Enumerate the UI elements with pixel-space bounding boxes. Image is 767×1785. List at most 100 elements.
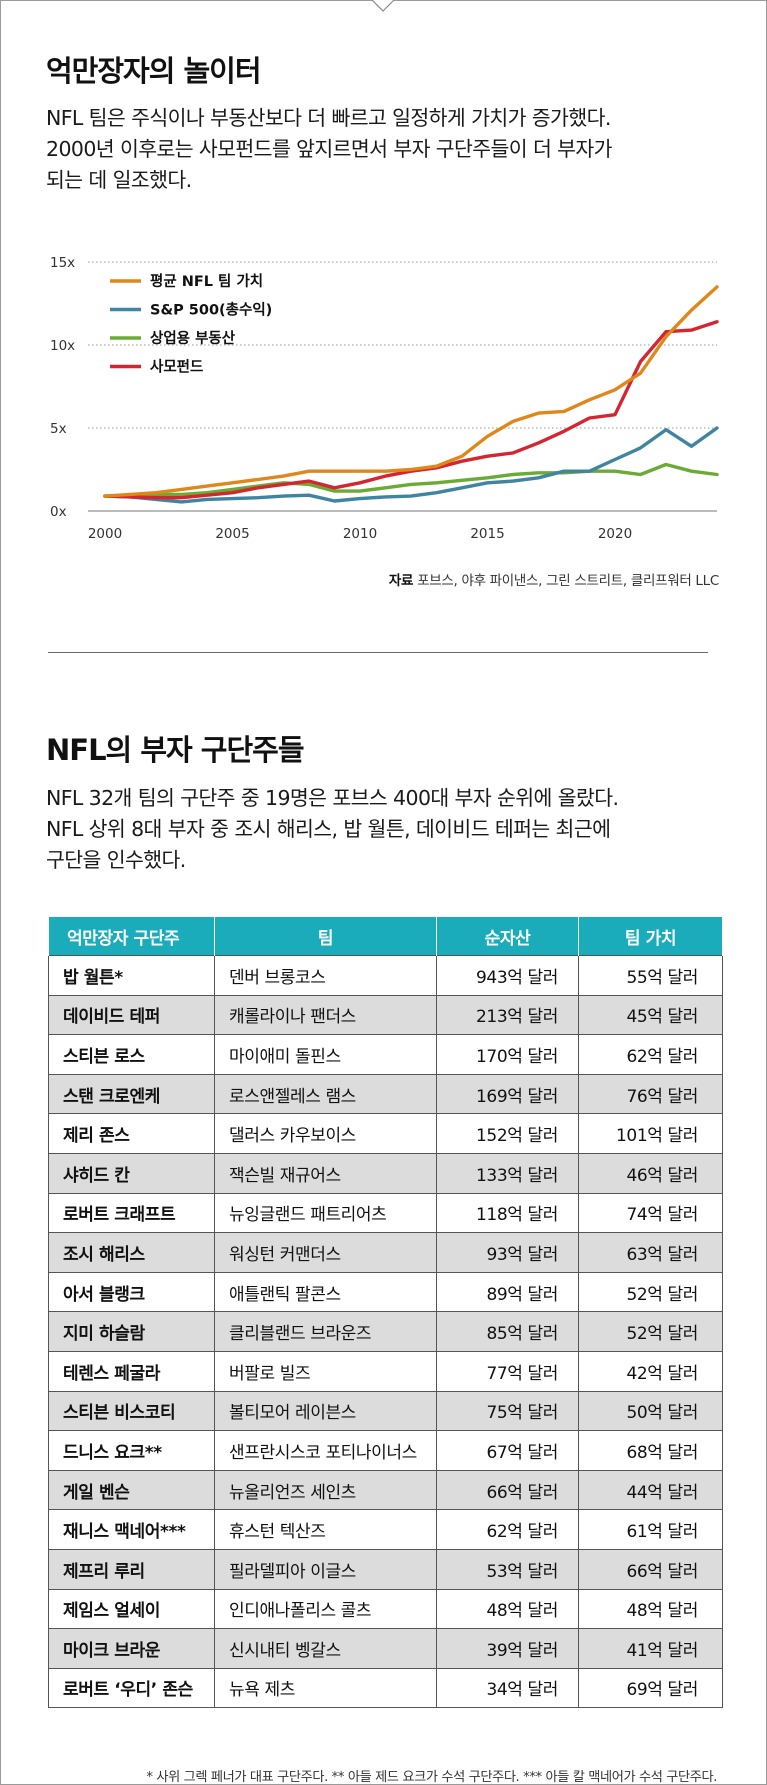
table-row: 제프리 루리 필라델피아 이글스 53억 달러 66억 달러 bbox=[48, 1548, 723, 1590]
net-worth-cell: 48억 달러 bbox=[436, 1588, 579, 1630]
legend-label: 상업용 부동산 bbox=[150, 330, 236, 347]
net-worth-cell: 34억 달러 bbox=[436, 1667, 579, 1709]
source-text: 포브스, 야후 파이낸스, 그린 스트리트, 클리프워터 LLC bbox=[417, 573, 719, 589]
table-row: 재니스 맥네어*** 휴스턴 텍산즈 62억 달러 61억 달러 bbox=[48, 1509, 723, 1550]
net-worth-cell: 170억 달러 bbox=[436, 1034, 579, 1075]
team-cell: 댈러스 카우보이스 bbox=[214, 1113, 437, 1154]
net-worth-cell: 213억 달러 bbox=[436, 994, 579, 1036]
owner-cell: 제리 존스 bbox=[48, 1113, 215, 1154]
owner-cell: 테렌스 페굴라 bbox=[48, 1350, 215, 1392]
team-cell: 캐롤라이나 팬더스 bbox=[214, 994, 437, 1036]
y-tick-label: 10x bbox=[50, 338, 75, 354]
net-worth-cell: 53억 달러 bbox=[436, 1548, 579, 1590]
team-value-cell: 48억 달러 bbox=[578, 1588, 723, 1630]
team-value-cell: 45억 달러 bbox=[578, 994, 723, 1036]
table-row: 데이비드 테퍼 캐롤라이나 팬더스 213억 달러 45억 달러 bbox=[48, 994, 723, 1036]
section2-lead: NFL 32개 팀의 구단주 중 19명은 포브스 400대 부자 순위에 올랐… bbox=[46, 783, 736, 876]
x-tick-label: 2015 bbox=[470, 526, 504, 540]
footnote: * 사위 그렉 페너가 대표 구단주다. ** 아들 제드 요크가 수석 구단주… bbox=[146, 1770, 717, 1785]
net-worth-cell: 89억 달러 bbox=[436, 1271, 579, 1313]
owner-cell: 로버트 ‘우디’ 존슨 bbox=[48, 1667, 215, 1709]
owner-cell: 데이비드 테퍼 bbox=[48, 994, 215, 1036]
owner-cell: 드니스 요크** bbox=[48, 1430, 215, 1471]
table-row: 마이크 브라운 신시내티 벵갈스 39억 달러 41억 달러 bbox=[48, 1628, 723, 1669]
team-value-cell: 52억 달러 bbox=[578, 1311, 723, 1352]
section2-lead-line: 구단을 인수했다. bbox=[46, 848, 186, 872]
team-value-cell: 63억 달러 bbox=[578, 1232, 723, 1273]
section2-title: NFL의 부자 구단주들 bbox=[46, 733, 305, 767]
team-value-cell: 68억 달러 bbox=[578, 1430, 723, 1471]
team-cell: 샌프란시스코 포티나이너스 bbox=[214, 1430, 437, 1471]
table-row: 테렌스 페굴라 버팔로 빌즈 77억 달러 42억 달러 bbox=[48, 1350, 723, 1392]
team-cell: 버팔로 빌즈 bbox=[214, 1350, 437, 1392]
section1-lead: NFL 팀은 주식이나 부동산보다 더 빠르고 일정하게 가치가 증가했다. 2… bbox=[46, 103, 736, 196]
owner-cell: 조시 해리스 bbox=[48, 1232, 215, 1273]
net-worth-cell: 118억 달러 bbox=[436, 1192, 579, 1234]
table-row: 드니스 요크** 샌프란시스코 포티나이너스 67억 달러 68억 달러 bbox=[48, 1430, 723, 1471]
x-tick-label: 2010 bbox=[343, 526, 377, 540]
net-worth-cell: 152억 달러 bbox=[436, 1113, 579, 1154]
team-value-cell: 52억 달러 bbox=[578, 1271, 723, 1313]
team-value-cell: 62억 달러 bbox=[578, 1034, 723, 1075]
table-row: 제리 존스 댈러스 카우보이스 152억 달러 101억 달러 bbox=[48, 1113, 723, 1154]
owner-cell: 제임스 얼세이 bbox=[48, 1588, 215, 1630]
table-row: 스탠 크로엔케 로스앤젤레스 램스 169억 달러 76억 달러 bbox=[48, 1073, 723, 1115]
team-value-cell: 44억 달러 bbox=[578, 1469, 723, 1511]
net-worth-cell: 169억 달러 bbox=[436, 1073, 579, 1115]
x-tick-label: 2020 bbox=[598, 526, 632, 540]
table-row: 조시 해리스 워싱턴 커맨더스 93억 달러 63억 달러 bbox=[48, 1232, 723, 1273]
owner-cell: 지미 하슬람 bbox=[48, 1311, 215, 1352]
team-value-cell: 41억 달러 bbox=[578, 1628, 723, 1669]
owner-cell: 스탠 크로엔케 bbox=[48, 1073, 215, 1115]
team-value-cell: 55억 달러 bbox=[578, 955, 723, 996]
table-row: 샤히드 칸 잭슨빌 재규어스 133억 달러 46억 달러 bbox=[48, 1152, 723, 1194]
owners-table: 억만장자 구단주 팀 순자산 팀 가치 밥 월튼* 덴버 브롱코스 943억 달러 5… bbox=[48, 916, 723, 1709]
y-tick-label: 15x bbox=[50, 255, 75, 271]
table-row: 아서 블랭크 애틀랜틱 팔콘스 89억 달러 52억 달러 bbox=[48, 1271, 723, 1313]
team-cell: 뉴올리언즈 세인츠 bbox=[214, 1469, 437, 1511]
net-worth-cell: 67억 달러 bbox=[436, 1430, 579, 1471]
chart-source: 자료 포브스, 야후 파이낸스, 그린 스트리트, 클리프워터 LLC bbox=[389, 569, 719, 589]
x-tick-label: 2000 bbox=[88, 526, 122, 540]
team-cell: 마이애미 돌핀스 bbox=[214, 1034, 437, 1075]
table-row: 스티븐 로스 마이애미 돌핀스 170억 달러 62억 달러 bbox=[48, 1034, 723, 1075]
section1-title: 억만장자의 놀이터 bbox=[46, 54, 262, 88]
header-team-value: 팀 가치 bbox=[578, 916, 723, 956]
team-cell: 신시내티 벵갈스 bbox=[214, 1628, 437, 1669]
legend-label: S&P 500(총수익) bbox=[150, 301, 272, 319]
team-value-cell: 69억 달러 bbox=[578, 1667, 723, 1709]
section-divider bbox=[48, 652, 708, 653]
owner-cell: 재니스 맥네어*** bbox=[48, 1509, 215, 1550]
team-cell: 뉴잉글랜드 패트리어츠 bbox=[214, 1192, 437, 1234]
table-row: 로버트 ‘우디’ 존슨 뉴욕 제츠 34억 달러 69억 달러 bbox=[48, 1667, 723, 1709]
section1-lead-line: NFL 팀은 주식이나 부동산보다 더 빠르고 일정하게 가치가 증가했다. bbox=[46, 106, 611, 130]
legend-label: 사모펀드 bbox=[150, 359, 203, 376]
team-cell: 볼티모어 레이븐스 bbox=[214, 1390, 437, 1432]
owner-cell: 로버트 크래프트 bbox=[48, 1192, 215, 1234]
y-tick-label: 5x bbox=[50, 421, 67, 437]
series-line bbox=[103, 462, 719, 498]
team-value-cell: 50억 달러 bbox=[578, 1390, 723, 1432]
team-cell: 휴스턴 텍산즈 bbox=[214, 1509, 437, 1550]
team-cell: 애틀랜틱 팔콘스 bbox=[214, 1271, 437, 1313]
owner-cell: 밥 월튼* bbox=[48, 955, 215, 996]
chevron-down-icon bbox=[371, 0, 395, 12]
team-cell: 워싱턴 커맨더스 bbox=[214, 1232, 437, 1273]
table-row: 밥 월튼* 덴버 브롱코스 943억 달러 55억 달러 bbox=[48, 955, 723, 996]
team-cell: 로스앤젤레스 램스 bbox=[214, 1073, 437, 1115]
team-value-cell: 76억 달러 bbox=[578, 1073, 723, 1115]
team-value-cell: 101억 달러 bbox=[578, 1113, 723, 1154]
team-cell: 잭슨빌 재규어스 bbox=[214, 1152, 437, 1194]
net-worth-cell: 93억 달러 bbox=[436, 1232, 579, 1273]
owner-cell: 샤히드 칸 bbox=[48, 1152, 215, 1194]
team-value-cell: 66억 달러 bbox=[578, 1548, 723, 1590]
section2-lead-line: NFL 상위 8대 부자 중 조시 해리스, 밥 월튼, 데이비드 테퍼는 최근… bbox=[46, 817, 611, 841]
net-worth-cell: 77억 달러 bbox=[436, 1350, 579, 1392]
header-team: 팀 bbox=[214, 916, 437, 956]
table-row: 제임스 얼세이 인디애나폴리스 콜츠 48억 달러 48억 달러 bbox=[48, 1588, 723, 1630]
table-row: 스티븐 비스코티 볼티모어 레이븐스 75억 달러 50억 달러 bbox=[48, 1390, 723, 1432]
net-worth-cell: 85억 달러 bbox=[436, 1311, 579, 1352]
section1-lead-line: 되는 데 일조했다. bbox=[46, 168, 192, 192]
legend-label: 평균 NFL 팀 가치 bbox=[150, 272, 263, 290]
team-cell: 필라델피아 이글스 bbox=[214, 1548, 437, 1590]
